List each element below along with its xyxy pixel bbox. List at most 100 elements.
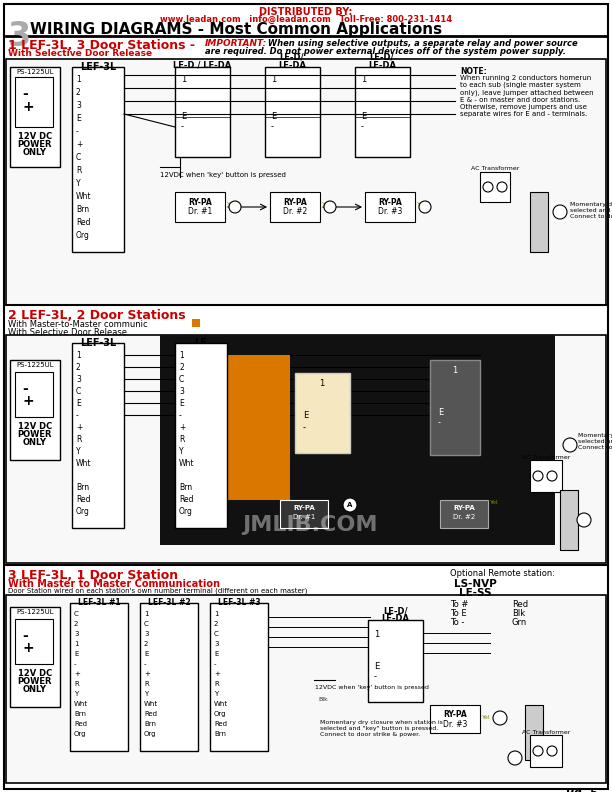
Text: AC Transformer: AC Transformer (522, 730, 570, 735)
Text: -: - (181, 122, 184, 131)
Text: E: E (76, 399, 81, 408)
Text: 3: 3 (76, 101, 81, 110)
Text: E: E (144, 651, 148, 657)
Bar (192, 319, 200, 327)
Text: A: A (567, 442, 573, 448)
Text: 1: 1 (319, 379, 324, 388)
Text: A: A (233, 204, 237, 209)
Text: 3: 3 (76, 375, 81, 384)
Text: Yel: Yel (482, 715, 491, 720)
Text: C: C (74, 611, 79, 617)
Text: E: E (74, 651, 78, 657)
Text: Org: Org (74, 731, 86, 737)
Text: +: + (144, 671, 150, 677)
Bar (140, 603, 198, 751)
Bar (525, 705, 543, 760)
Text: -: - (144, 661, 146, 667)
Text: Yel: Yel (490, 500, 499, 505)
Text: E: E (214, 651, 218, 657)
Text: Grn: Grn (512, 618, 528, 627)
Text: 2: 2 (76, 88, 81, 97)
Text: Y: Y (144, 691, 148, 697)
Text: 2: 2 (144, 641, 148, 647)
Text: E: E (438, 408, 443, 417)
Text: E: E (271, 112, 276, 121)
Text: +: + (214, 671, 220, 677)
Text: A: A (498, 715, 502, 721)
Bar (72, 67, 124, 252)
Text: -: - (438, 418, 441, 427)
Bar (280, 500, 328, 528)
Bar (530, 192, 548, 252)
Text: -: - (374, 672, 377, 681)
Circle shape (533, 746, 543, 756)
Text: 1: 1 (144, 611, 149, 617)
Text: ONLY: ONLY (23, 148, 47, 157)
Text: Brn: Brn (74, 711, 86, 717)
Text: Org: Org (214, 711, 226, 717)
Bar (365, 192, 415, 222)
Text: -: - (74, 661, 76, 667)
Text: R: R (76, 435, 81, 444)
Text: R: R (76, 166, 81, 175)
Text: 1: 1 (214, 611, 218, 617)
Text: RY-PA: RY-PA (453, 505, 475, 511)
Text: Red: Red (214, 721, 227, 727)
Circle shape (343, 498, 357, 512)
Text: Org: Org (179, 507, 193, 516)
Bar (530, 460, 562, 492)
Text: www.leadan.com   info@leadan.com   Toll-Free: 800-231-1414: www.leadan.com info@leadan.com Toll-Free… (160, 15, 452, 24)
Text: -: - (76, 127, 79, 136)
Text: DISTRIBUTED BY:: DISTRIBUTED BY: (259, 7, 353, 17)
Text: Yel: Yel (417, 202, 425, 207)
Text: E: E (181, 112, 186, 121)
Text: Wht: Wht (214, 701, 228, 707)
Text: A: A (512, 755, 518, 761)
Text: 1: 1 (74, 641, 78, 647)
Text: C: C (214, 631, 218, 637)
Text: 2: 2 (214, 621, 218, 627)
Text: Org: Org (76, 507, 90, 516)
Text: To E: To E (450, 609, 466, 618)
Text: -: - (22, 629, 28, 643)
Text: Dr. #2: Dr. #2 (453, 514, 475, 520)
Text: R: R (144, 681, 149, 687)
Text: POWER: POWER (18, 677, 52, 686)
Text: LEF-3L: LEF-3L (80, 62, 116, 72)
Text: JMLIB.COM: JMLIB.COM (242, 515, 378, 535)
Text: C: C (76, 387, 81, 396)
Text: Org: Org (144, 731, 157, 737)
Text: POWER: POWER (18, 140, 52, 149)
Text: LE-D/: LE-D/ (382, 606, 407, 615)
Text: 12VDC when 'key' button is pressed: 12VDC when 'key' button is pressed (160, 172, 286, 178)
Text: +: + (76, 423, 83, 432)
Text: LE-D/: LE-D/ (280, 53, 304, 62)
Text: A: A (422, 204, 427, 209)
Text: Dr. #1: Dr. #1 (293, 514, 315, 520)
Bar (6, 59, 606, 305)
Text: R: R (214, 681, 218, 687)
Text: With Master to Master Communication: With Master to Master Communication (8, 579, 220, 589)
Text: WIRING DIAGRAMS - Most Common Applications: WIRING DIAGRAMS - Most Common Applicatio… (30, 22, 442, 37)
Text: Wht: Wht (179, 459, 195, 468)
Bar (175, 67, 230, 157)
Text: 1 LEF-3L, 3 Door Stations -: 1 LEF-3L, 3 Door Stations - (8, 39, 195, 52)
Text: Brn: Brn (76, 205, 89, 214)
Text: 3: 3 (74, 631, 78, 637)
Text: Red: Red (76, 495, 91, 504)
Text: When using selective outputs, a separate relay and power source: When using selective outputs, a separate… (265, 39, 578, 48)
Text: Brn: Brn (214, 731, 226, 737)
Text: E: E (303, 411, 308, 420)
Text: -: - (214, 661, 217, 667)
Bar (440, 500, 488, 528)
Text: RY-PA: RY-PA (293, 505, 315, 511)
Bar (175, 192, 225, 222)
Text: LEF-3L #1: LEF-3L #1 (78, 598, 121, 607)
Text: 3: 3 (179, 387, 184, 396)
Text: 2 LEF-3L, 2 Door Stations: 2 LEF-3L, 2 Door Stations (8, 309, 185, 322)
Text: Red: Red (74, 721, 87, 727)
Bar (560, 490, 578, 550)
Text: AC Transformer: AC Transformer (471, 166, 519, 171)
Text: With Selective Door Release: With Selective Door Release (8, 328, 127, 337)
Circle shape (547, 471, 557, 481)
